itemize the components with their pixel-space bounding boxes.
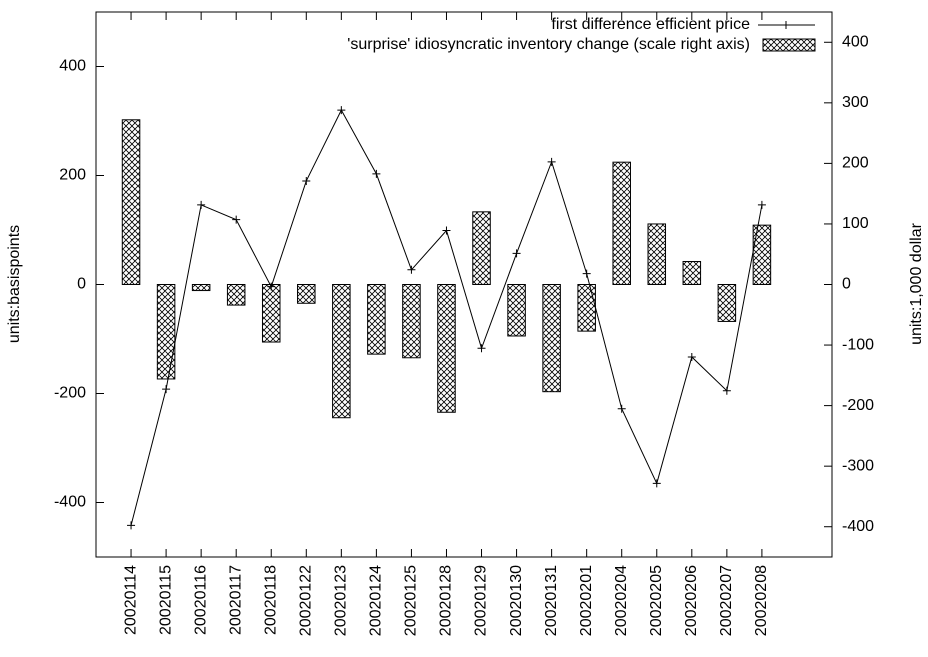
point-marker [477,344,486,353]
y-tick-label: -400 [54,494,86,511]
point-marker [687,352,696,361]
x-tick-label: 20020130 [508,565,525,636]
point-marker [197,200,206,209]
bar [367,284,386,355]
point-marker [652,479,661,488]
y-tick-label: -200 [54,385,86,402]
point-marker [407,265,416,274]
x-tick-label: 20020122 [298,565,315,636]
x-tick-label: 20020123 [333,565,350,636]
point-marker [232,215,241,224]
legend-label: first difference efficient price [551,16,750,33]
bar [647,223,667,285]
point-marker [512,249,521,258]
y2-tick-label: 300 [842,94,869,111]
x-tick-label: 20020128 [438,565,455,636]
point-marker [442,226,451,235]
bar [472,211,491,285]
y-tick-label: 200 [59,167,86,184]
y2-tick-label: -300 [842,457,874,474]
x-tick-label: 20020205 [648,565,665,636]
bar [717,284,737,322]
y2-tick-label: -200 [842,397,874,414]
bar [261,284,281,343]
point-marker [302,176,311,185]
bar [297,284,316,304]
point-marker [337,106,346,115]
bar [752,224,772,285]
x-tick-label: 20020118 [262,565,279,635]
y-tick-label: 400 [59,58,86,75]
x-tick-label: 20020129 [473,565,490,636]
y2-tick-label: 0 [842,276,851,293]
x-tick-label: 20020117 [227,565,244,635]
point-marker [547,157,556,166]
y2-tick-label: -100 [842,336,874,353]
legend-label: 'surprise' idiosyncratic inventory chang… [347,36,750,53]
x-tick-label: 20020207 [718,565,735,636]
point-marker [757,200,766,209]
point-marker [722,386,731,395]
x-tick-label: 20020116 [192,565,209,635]
point-marker [127,521,136,530]
x-tick-label: 20020208 [753,565,770,636]
legend-swatch [762,38,816,52]
y2-axis-label: units:1,000 dollar [908,222,925,345]
x-tick-label: 20020114 [122,565,139,635]
legend-swatch [782,21,790,29]
bar [156,284,176,380]
x-tick-label: 20020124 [368,565,385,636]
point-marker [267,282,276,291]
bar [437,284,456,413]
y-axis-label: units:basispoints [6,225,23,343]
y2-tick-label: 400 [842,33,869,50]
bar [402,284,421,359]
point-marker [582,269,591,278]
bar [507,284,526,337]
point-marker [617,404,626,413]
y2-tick-label: 200 [842,155,869,172]
bar [191,284,211,292]
bar [682,260,702,286]
y-tick-label: 0 [77,276,86,293]
bar [577,284,596,332]
y2-tick-label: 100 [842,215,869,232]
bar [226,284,246,306]
point-marker [372,169,381,178]
point-marker [162,385,171,394]
bar [542,284,561,393]
bar [612,161,631,285]
x-tick-label: 20020125 [403,565,420,636]
x-tick-label: 20020131 [543,565,560,636]
x-tick-label: 20020201 [578,565,595,636]
bar [121,119,141,285]
x-tick-label: 20020204 [613,565,630,636]
x-tick-label: 20020115 [157,565,174,635]
bar [332,284,351,419]
y2-tick-label: -400 [842,518,874,535]
x-tick-label: 20020206 [683,565,700,636]
